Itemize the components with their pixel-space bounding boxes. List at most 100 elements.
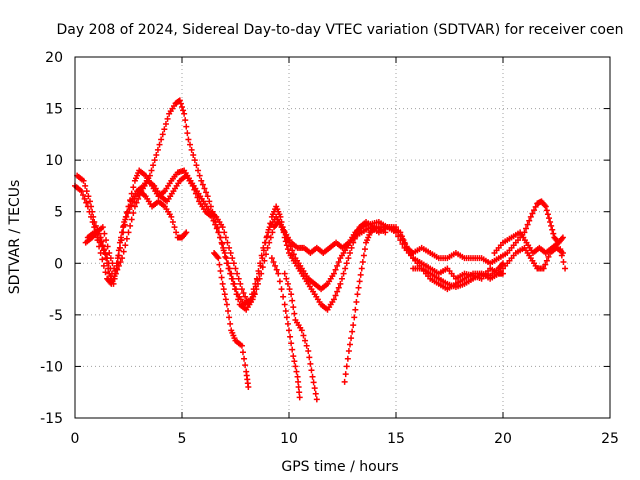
data-point-trail: [151, 157, 158, 164]
data-point: [153, 151, 160, 158]
data-point-trail: [195, 167, 202, 174]
data-point-trail: [133, 199, 140, 206]
data-point-trail: [312, 390, 319, 397]
data-point-trail: [529, 210, 536, 217]
series-track-10: [491, 229, 569, 272]
data-point-trail: [261, 239, 268, 246]
data-point-trail: [101, 230, 108, 237]
data-points: [72, 97, 569, 403]
data-point-trail: [284, 320, 291, 327]
data-point-trail: [190, 151, 197, 158]
data-point: [305, 347, 312, 354]
data-point: [245, 384, 252, 391]
y-tick-label: 10: [45, 153, 63, 169]
data-point-trail: [177, 100, 184, 107]
data-point: [116, 244, 123, 251]
data-point: [330, 296, 337, 303]
data-point-trail: [289, 346, 296, 353]
data-point: [119, 255, 126, 262]
plot-frame: [74, 56, 611, 419]
data-point-trail: [280, 293, 287, 300]
data-point-trail: [107, 265, 114, 272]
data-point-trail: [286, 286, 293, 293]
data-point-trail: [222, 296, 229, 303]
data-point: [181, 110, 188, 117]
data-point-trail: [306, 354, 313, 361]
data-point: [268, 255, 275, 262]
y-tick-label: -10: [40, 359, 63, 375]
data-point-trail: [296, 389, 303, 396]
data-point-trail: [258, 252, 265, 259]
data-point-trail: [130, 210, 137, 217]
data-point-trail: [179, 104, 185, 111]
x-tick-label: 10: [280, 431, 298, 447]
data-point-trail: [201, 185, 208, 192]
data-point-trail: [88, 203, 95, 210]
data-point-trail: [548, 222, 555, 229]
data-point-trail: [352, 306, 359, 313]
data-point-trail: [156, 141, 163, 148]
data-point: [215, 255, 222, 262]
data-point-trail: [184, 130, 191, 137]
data-point-trail: [216, 261, 223, 268]
series-track-6: [268, 255, 303, 401]
data-point: [540, 265, 547, 272]
data-point: [232, 265, 239, 272]
data-point-trail: [225, 260, 232, 267]
data-point: [110, 275, 117, 282]
data-point-trail: [90, 213, 97, 220]
data-point: [97, 239, 104, 246]
data-point-trail: [169, 219, 176, 226]
data-point-trail: [249, 291, 256, 298]
data-point-trail: [171, 224, 178, 231]
axis-ticks: 0 5 10 15 20 25 -15 -10 -5 0 5 10 15 20: [40, 50, 619, 447]
data-point-trail: [560, 258, 567, 265]
data-point-trail: [92, 222, 99, 229]
data-point-trail: [270, 258, 277, 265]
data-point-trail: [546, 215, 553, 222]
data-point-trail: [240, 289, 247, 296]
data-point-trail: [242, 293, 249, 300]
y-tick-label: -5: [49, 308, 63, 324]
data-point: [298, 327, 305, 334]
data-point-trail: [188, 146, 195, 153]
data-point: [223, 301, 230, 308]
data-point-trail: [549, 226, 556, 233]
data-point-trail: [224, 239, 231, 246]
data-point: [168, 213, 175, 220]
data-point-trail: [255, 268, 262, 275]
data-point-trail: [344, 355, 351, 362]
data-point: [176, 97, 183, 104]
y-tick-label: 15: [45, 102, 63, 118]
data-point: [343, 260, 350, 267]
data-point-trail: [83, 188, 90, 195]
data-point: [286, 327, 292, 334]
x-tick-label: 20: [494, 431, 512, 447]
data-point: [228, 270, 235, 277]
data-point-trail: [183, 123, 190, 130]
data-point-trail: [150, 162, 157, 169]
data-point-trail: [193, 162, 200, 169]
data-point-trail: [293, 368, 300, 375]
data-point-trail: [102, 251, 109, 258]
data-point-trail: [290, 304, 297, 311]
data-point-trail: [355, 284, 362, 291]
data-point-trail: [292, 363, 299, 370]
data-point: [296, 394, 303, 401]
data-point-trail: [349, 328, 356, 335]
data-point: [131, 203, 138, 210]
data-point: [393, 229, 399, 236]
data-point-trail: [229, 275, 236, 282]
data-point-trail: [222, 234, 229, 241]
data-point-trail: [220, 286, 227, 293]
data-point-trail: [231, 280, 238, 287]
data-point-trail: [531, 207, 538, 214]
data-point-trail: [121, 221, 128, 228]
data-point-trail: [203, 189, 210, 196]
data-point: [393, 224, 399, 231]
x-tick-label: 25: [601, 431, 619, 447]
data-point: [281, 301, 288, 308]
data-point: [281, 270, 288, 277]
data-point: [562, 265, 569, 272]
